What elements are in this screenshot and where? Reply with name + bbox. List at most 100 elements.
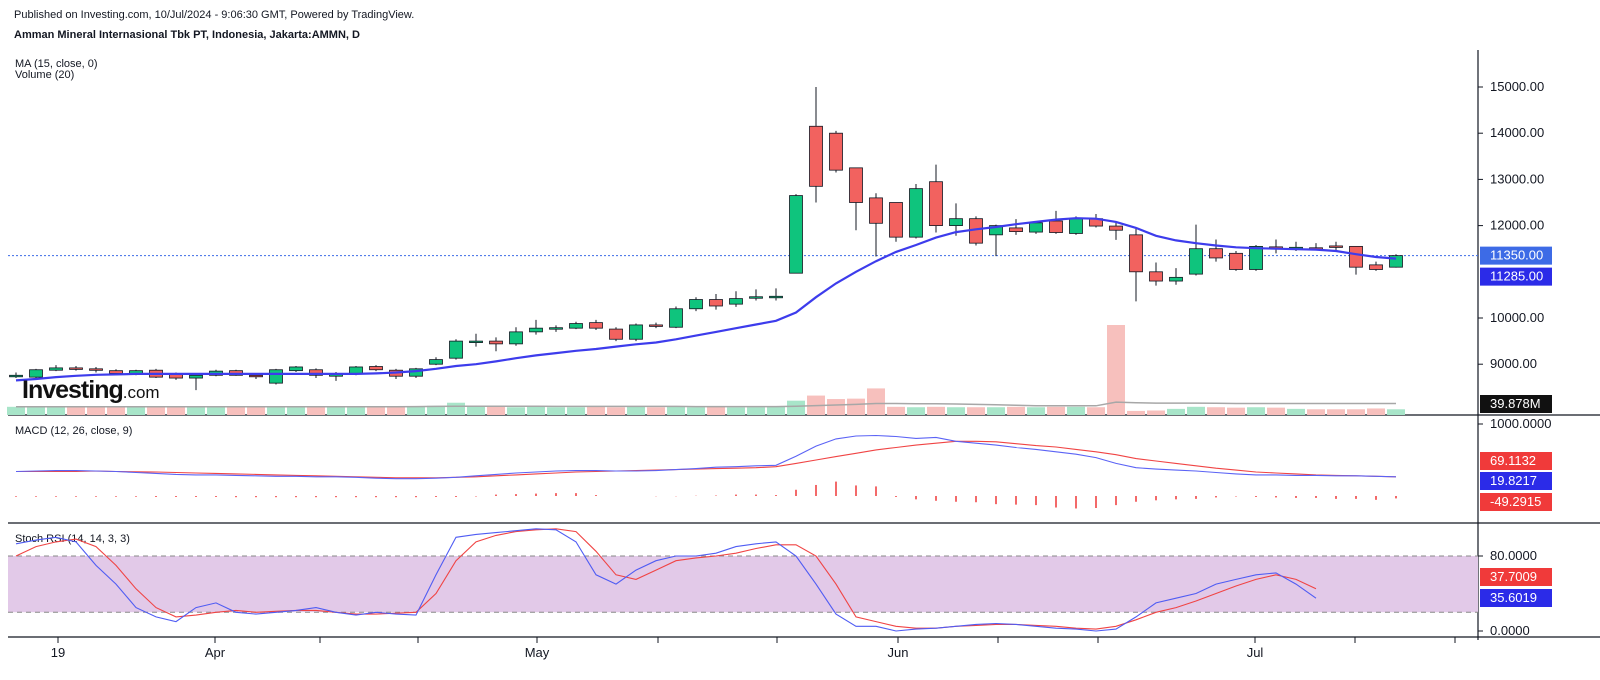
volume-bar xyxy=(1387,409,1405,415)
candle-body xyxy=(1349,245,1363,268)
time-tick-label: Jul xyxy=(1247,645,1264,660)
macd-value-badge-box xyxy=(1480,472,1552,490)
volume-bar xyxy=(427,405,445,415)
candle-body xyxy=(809,125,823,187)
macd-signal-badge-box xyxy=(1480,452,1552,470)
volume-indicator-label: Volume (20) xyxy=(15,69,75,81)
logo-suffix: .com xyxy=(122,383,160,402)
volume-bar xyxy=(1287,408,1305,415)
volume-bar xyxy=(547,407,565,415)
volume-bar xyxy=(127,407,145,415)
volume-bar xyxy=(1067,406,1085,415)
volume-bar xyxy=(987,407,1005,415)
candle-body xyxy=(1249,245,1263,270)
volume-bar xyxy=(1247,407,1265,415)
candle-body xyxy=(1189,248,1203,275)
volume-bar xyxy=(1107,325,1125,415)
last-price-badge-box xyxy=(1480,246,1552,265)
candle-body xyxy=(909,188,923,238)
volume-bar xyxy=(447,402,465,415)
volume-bar xyxy=(1087,407,1105,415)
volume-bar xyxy=(507,407,525,415)
volume-bar xyxy=(1347,409,1365,415)
volume-badge-box xyxy=(1480,395,1552,413)
candle-body xyxy=(509,331,523,345)
macd-line xyxy=(15,434,1397,480)
ma-line xyxy=(15,217,1397,382)
stoch-rsi-title: Stoch RSI (14, 14, 3, 3) xyxy=(15,533,130,545)
ma-indicator-label: MA (15, close, 0) xyxy=(15,58,98,70)
volume-bar xyxy=(847,398,865,415)
candle-body xyxy=(1329,245,1343,248)
volume-bar xyxy=(107,407,125,415)
price-tick-label: 14000.00 xyxy=(1490,125,1544,140)
candle-body xyxy=(769,295,783,299)
volume-bar xyxy=(1207,407,1225,415)
macd-signal-badge: 69.1132 xyxy=(1490,453,1536,468)
candle-body xyxy=(1049,220,1063,233)
candle-body xyxy=(309,369,323,376)
candle-body xyxy=(1369,264,1383,270)
volume-bar xyxy=(827,399,845,415)
volume-bar xyxy=(7,406,25,415)
candle-body xyxy=(569,323,583,329)
candle-body xyxy=(689,299,703,310)
volume-badge: 39.878M xyxy=(1490,396,1541,411)
stoch-k-badge-box xyxy=(1480,589,1552,607)
volume-bar xyxy=(667,406,685,415)
time-tick-label: 19 xyxy=(51,645,65,660)
candle-body xyxy=(949,218,963,226)
volume-bar xyxy=(147,407,165,415)
volume-bar xyxy=(527,406,545,415)
price-tick-label: 13000.00 xyxy=(1490,171,1544,186)
candle-body xyxy=(829,132,843,171)
volume-bar xyxy=(887,406,905,415)
candle-body xyxy=(189,374,203,379)
candle-body xyxy=(649,324,663,327)
volume-bar xyxy=(1007,406,1025,415)
last-price-badge: 11350.00 xyxy=(1490,248,1543,263)
candle-body xyxy=(289,366,303,372)
volume-bar xyxy=(387,407,405,415)
candle-body xyxy=(609,328,623,340)
volume-bar xyxy=(1187,406,1205,415)
volume-bar xyxy=(187,407,205,415)
candle-body xyxy=(89,368,103,371)
volume-bar xyxy=(87,407,105,415)
investing-logo: Investing.com xyxy=(22,378,160,403)
volume-bar xyxy=(247,407,265,415)
candle-body xyxy=(789,195,803,274)
candle-body xyxy=(1029,222,1043,233)
volume-bar xyxy=(1047,406,1065,415)
volume-bar xyxy=(307,406,325,415)
volume-bar xyxy=(707,406,725,415)
candle-body xyxy=(1009,227,1023,233)
candle-body xyxy=(869,197,883,224)
macd-histogram-badge-box xyxy=(1480,493,1552,511)
candle-body xyxy=(1109,225,1123,231)
volume-bar xyxy=(467,406,485,415)
volume-bar xyxy=(1307,409,1325,415)
candle-body xyxy=(589,322,603,329)
stoch-d-badge: 37.7009 xyxy=(1490,569,1537,584)
candle-body xyxy=(369,366,383,371)
candle-body xyxy=(1389,255,1403,268)
volume-bar xyxy=(1027,407,1045,415)
candle-body xyxy=(669,308,683,328)
candle-body xyxy=(849,167,863,203)
candle-body xyxy=(629,324,643,340)
candle-body xyxy=(929,181,943,227)
volume-bar xyxy=(967,407,985,415)
volume-bar xyxy=(687,407,705,415)
candle-body xyxy=(429,359,443,365)
ma-badge: 11285.00 xyxy=(1490,269,1543,284)
macd-tick-label: 1000.0000 xyxy=(1490,416,1551,431)
volume-bar xyxy=(947,407,965,415)
volume-bar xyxy=(587,407,605,415)
candle-body xyxy=(749,296,763,299)
volume-bar xyxy=(1267,407,1285,415)
volume-bar xyxy=(867,388,885,415)
macd-signal-line xyxy=(16,440,1397,479)
candle-body xyxy=(469,340,483,344)
